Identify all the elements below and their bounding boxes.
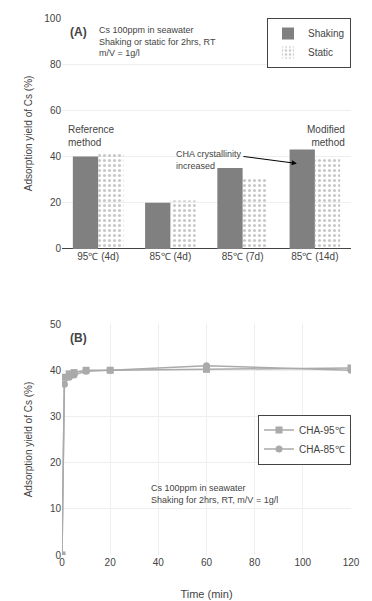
svg-text:20: 20	[50, 197, 62, 208]
svg-text:CHA-95℃: CHA-95℃	[299, 425, 345, 436]
svg-text:20: 20	[105, 557, 117, 568]
svg-text:85℃ (14d): 85℃ (14d)	[291, 251, 338, 262]
svg-text:Referencemethod: Referencemethod	[68, 124, 115, 148]
svg-text:100: 100	[44, 13, 61, 24]
svg-text:30: 30	[50, 411, 62, 422]
svg-text:0: 0	[59, 557, 65, 568]
svg-text:10: 10	[50, 503, 62, 514]
svg-text:Adsorption yield of Cs (%): Adsorption yield of Cs (%)	[23, 382, 34, 498]
svg-text:Modifiedmethod: Modifiedmethod	[307, 124, 345, 148]
svg-text:85℃ (4d): 85℃ (4d)	[150, 251, 192, 262]
svg-text:20: 20	[50, 457, 62, 468]
svg-text:40: 40	[50, 365, 62, 376]
svg-text:(A): (A)	[70, 25, 87, 39]
svg-text:Cs 100ppm in seawaterShaking o: Cs 100ppm in seawaterShaking or static f…	[99, 25, 216, 58]
svg-text:40: 40	[50, 151, 62, 162]
svg-text:Static: Static	[308, 47, 333, 58]
svg-text:95℃ (4d): 95℃ (4d)	[77, 251, 119, 262]
svg-text:(B): (B)	[70, 331, 87, 345]
svg-text:0: 0	[55, 243, 61, 254]
svg-text:40: 40	[153, 557, 165, 568]
svg-text:80: 80	[249, 557, 261, 568]
svg-text:Adsorption yield of Cs (%): Adsorption yield of Cs (%)	[23, 76, 34, 192]
svg-text:50: 50	[50, 319, 62, 330]
svg-text:Cs 100ppm in seawaterShaking f: Cs 100ppm in seawaterShaking for 2hrs, R…	[151, 483, 278, 505]
svg-text:Time (min): Time (min)	[180, 588, 232, 600]
svg-text:0: 0	[55, 550, 61, 561]
svg-text:CHA crystallinityincreased: CHA crystallinityincreased	[176, 149, 242, 171]
svg-text:60: 60	[201, 557, 213, 568]
svg-text:80: 80	[50, 59, 62, 70]
svg-text:85℃ (7d): 85℃ (7d)	[222, 251, 264, 262]
svg-text:120: 120	[343, 557, 360, 568]
svg-text:CHA-85℃: CHA-85℃	[299, 444, 345, 455]
svg-text:100: 100	[294, 557, 311, 568]
svg-text:Shaking: Shaking	[308, 28, 344, 39]
svg-text:60: 60	[50, 105, 62, 116]
